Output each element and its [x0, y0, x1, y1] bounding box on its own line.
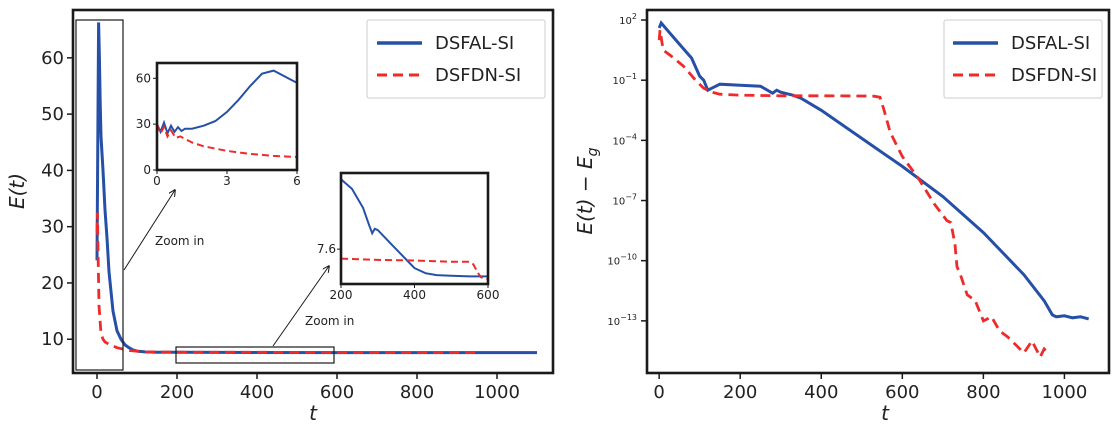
left-y-tick-label: 30: [41, 217, 64, 238]
left-x-tick-label: 800: [400, 382, 434, 403]
left-x-tick-label: 200: [160, 382, 194, 403]
inset-2-series-dsfal-si-line: [340, 178, 488, 278]
inset-1-x-tick-label: 0: [153, 174, 161, 188]
right-series-dsfal-si-line: [657, 20, 1090, 321]
inset-1-series-dsfdn-si-line: [156, 123, 298, 158]
left-y-tick-label: 40: [41, 160, 64, 181]
right-y-tick-label: 10−13: [607, 313, 637, 328]
left-y-axis-label: E(t): [5, 173, 29, 209]
left-legend-label-dsfal: DSFAL-SI: [435, 33, 514, 54]
right-x-tick-label: 0: [653, 382, 664, 403]
right-y-tick-label: 10−10: [607, 253, 637, 268]
left-legend: DSFAL-SI DSFDN-SI: [366, 19, 546, 99]
inset-2-background: [341, 173, 488, 284]
right-y-tick-label: 10−7: [612, 193, 637, 208]
inset-1-y-tick-label: 0: [143, 163, 151, 177]
left-y-tick-label: 50: [41, 104, 64, 125]
right-plot-frame: [645, 8, 1111, 375]
inset-1-background: [157, 63, 297, 170]
inset-1-y-tick-label: 30: [136, 117, 151, 131]
inset-2-x-tick-label: 600: [477, 288, 500, 302]
inset-1-x-tick-label: 3: [223, 174, 231, 188]
right-x-tick-label: 200: [723, 382, 757, 403]
left-y-tick-label: 20: [41, 273, 64, 294]
zoom-in-label-1: Zoom in: [155, 234, 204, 248]
inset-2-x-tick-label: 200: [330, 288, 353, 302]
left-x-tick-label: 1000: [474, 382, 520, 403]
zoom-arrow-2: [272, 266, 329, 347]
inset-2-y-tick-label: 7.6: [317, 242, 336, 256]
right-y-tick-label: 10−1: [612, 72, 637, 87]
left-plot-frame: [71, 8, 555, 375]
inset-1-y-tick-label: 60: [136, 71, 151, 85]
left-y-tick-label: 60: [41, 48, 64, 69]
left-series-dsfdn-si-line: [95, 212, 481, 354]
zoom-arrow-1: [123, 190, 175, 271]
right-x-tick-label: 800: [966, 382, 1000, 403]
left-legend-label-dsfdn: DSFDN-SI: [435, 65, 521, 86]
zoom-region-2: [175, 346, 335, 364]
right-x-tick-label: 400: [804, 382, 838, 403]
left-x-axis-label: t: [309, 401, 318, 425]
inset-1-x-tick-label: 6: [293, 174, 301, 188]
inset-2-x-tick-label: 400: [403, 288, 426, 302]
zoom-region-1: [75, 19, 124, 371]
right-legend-label-dsfdn: DSFDN-SI: [1011, 65, 1097, 86]
right-legend-label-dsfal: DSFAL-SI: [1011, 33, 1090, 54]
right-chart: 0 200 400 600 800 1000 102 10−1 10−4 10−7 10−10 10…: [573, 8, 1111, 425]
inset-1-series-dsfal-si-line: [156, 69, 298, 137]
left-x-tick-label: 600: [320, 382, 354, 403]
right-x-tick-label: 600: [885, 382, 919, 403]
right-series-dsfdn-si-line: [657, 29, 1050, 361]
zoom-in-label-2: Zoom in: [305, 314, 354, 328]
right-y-tick-label: 10−4: [612, 132, 637, 147]
left-x-tick-label: 400: [240, 382, 274, 403]
right-y-tick-label: 102: [619, 12, 637, 27]
inset-2-series-dsfdn-si-line: [340, 257, 488, 280]
left-x-tick-label: 0: [91, 382, 102, 403]
right-legend: DSFAL-SI DSFDN-SI: [943, 19, 1103, 99]
left-y-tick-label: 10: [41, 329, 64, 350]
right-y-axis-label: E(t) − Eg: [573, 147, 601, 234]
right-x-tick-label: 1000: [1042, 382, 1088, 403]
right-x-axis-label: t: [881, 401, 890, 425]
